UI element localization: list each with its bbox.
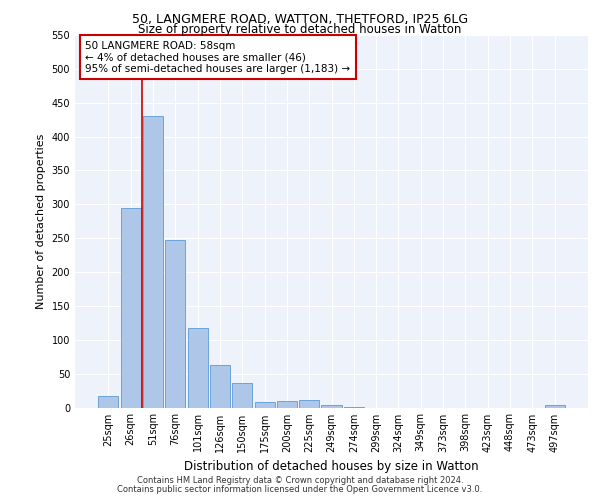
Text: Contains HM Land Registry data © Crown copyright and database right 2024.: Contains HM Land Registry data © Crown c… (137, 476, 463, 485)
Bar (98, 396, 118, 407)
Bar (188, 328, 208, 407)
Bar (277, 400, 297, 407)
Bar (143, 116, 163, 408)
Text: Size of property relative to detached houses in Watton: Size of property relative to detached ho… (139, 22, 461, 36)
Bar (254, 402, 275, 407)
Bar (322, 405, 341, 407)
X-axis label: Distribution of detached houses by size in Watton: Distribution of detached houses by size … (184, 460, 479, 473)
Bar (545, 406, 565, 407)
Bar (344, 407, 364, 408)
Bar (121, 208, 141, 408)
Text: 50, LANGMERE ROAD, WATTON, THETFORD, IP25 6LG: 50, LANGMERE ROAD, WATTON, THETFORD, IP2… (132, 12, 468, 26)
Text: Contains public sector information licensed under the Open Government Licence v3: Contains public sector information licen… (118, 484, 482, 494)
Y-axis label: Number of detached properties: Number of detached properties (36, 134, 46, 309)
Bar (210, 365, 230, 408)
Bar (299, 400, 319, 407)
Text: 50 LANGMERE ROAD: 58sqm
← 4% of detached houses are smaller (46)
95% of semi-det: 50 LANGMERE ROAD: 58sqm ← 4% of detached… (85, 40, 350, 74)
Bar (232, 383, 252, 407)
Bar (165, 240, 185, 408)
